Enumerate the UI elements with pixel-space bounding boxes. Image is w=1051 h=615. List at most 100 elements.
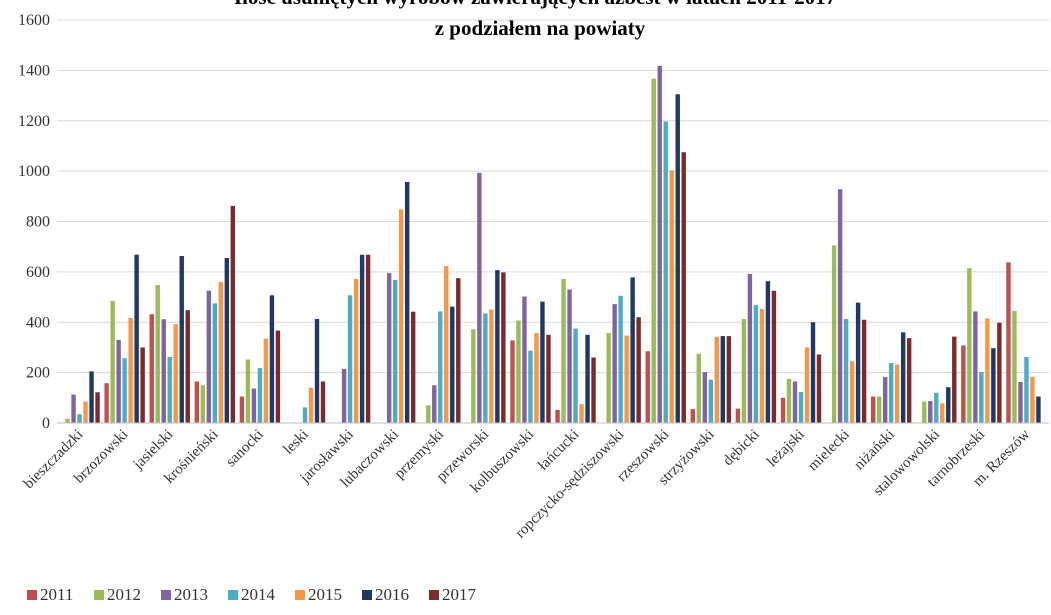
bar-2015-dębicki <box>759 308 765 423</box>
bar-2014-łańcucki <box>573 328 578 423</box>
bar-2013-jarosławski <box>341 368 347 423</box>
legend: 2011 2012 2013 2014 2015 2016 2017 <box>27 585 477 604</box>
bar-2014-niżański <box>888 363 894 423</box>
bar-2017-leski <box>320 381 326 423</box>
bar-2012-kolbuszowski <box>516 320 521 423</box>
bar-2015-niżański <box>894 364 900 423</box>
bar-2015-strzyżowski <box>714 336 720 423</box>
legend-swatch-2016 <box>362 590 372 600</box>
legend-label-2017: 2017 <box>442 585 477 604</box>
bar-2016-tarnobrzeski <box>991 348 996 423</box>
bar-2014-sanocki <box>257 368 263 423</box>
bar-2014-jarosławski <box>347 295 353 423</box>
bar-2017-jarosławski <box>365 254 371 423</box>
bar-2016-sanocki <box>269 295 275 423</box>
bar-2012-łańcucki <box>561 278 566 423</box>
bar-2016-przeworski <box>495 270 500 423</box>
bar-2013-krośnieński <box>206 290 212 423</box>
bar-2013-przeworski <box>477 172 482 423</box>
bar-2012-stalowowolski <box>922 401 927 423</box>
x-tick-label: sanocki <box>223 427 267 471</box>
bar-2016-stalowowolski <box>946 387 951 423</box>
bar-2013-stalowowolski <box>928 401 933 423</box>
y-tick-label: 200 <box>26 365 50 382</box>
y-tick-label: 800 <box>26 214 50 231</box>
bar-2017-kolbuszowski <box>546 334 551 423</box>
legend-swatch-2017 <box>429 590 439 600</box>
bar-2013-bieszczadzki <box>71 394 76 423</box>
bar-2013-strzyżowski <box>702 372 708 423</box>
bar-2016-dębicki <box>765 281 771 423</box>
bar-2015-lubaczowski <box>398 209 404 423</box>
bar-2012-jasielski <box>155 284 160 423</box>
bar-2013-sanocki <box>251 388 257 423</box>
bar-2013-tarnobrzeski <box>973 311 978 423</box>
bar-2011-jasielski <box>149 314 154 423</box>
y-tick-label: 1000 <box>18 163 50 180</box>
bar-2016-jasielski <box>179 256 184 423</box>
bar-2014-lubaczowski <box>392 279 398 423</box>
bars <box>65 65 1041 424</box>
bar-2016-m. Rzeszów <box>1036 396 1041 423</box>
bar-2017-stalowowolski <box>952 336 957 423</box>
bar-2015-leski <box>308 387 314 423</box>
bar-2011-sanocki <box>239 396 245 423</box>
bar-2017-leżajski <box>816 354 822 423</box>
bar-2013-lubaczowski <box>386 273 392 423</box>
bar-2012-bieszczadzki <box>65 418 70 423</box>
bar-2015-przeworski <box>489 309 494 423</box>
bar-2013-ropczycko-sędziszowski <box>612 304 617 423</box>
y-tick-label: 600 <box>26 264 50 281</box>
bar-2017-niżański <box>906 338 912 423</box>
legend-swatch-2011 <box>27 590 37 600</box>
bar-2015-brzozowski <box>128 317 133 423</box>
bar-2011-rzeszowski <box>645 351 650 423</box>
bar-2017-lubaczowski <box>410 311 416 423</box>
bar-2013-przemyski <box>432 385 437 423</box>
bar-2016-ropczycko-sędziszowski <box>630 277 635 423</box>
bar-2017-krośnieński <box>230 205 236 423</box>
bar-2013-łańcucki <box>567 289 572 423</box>
bar-2015-sanocki <box>263 338 269 423</box>
bar-2011-m. Rzeszów <box>1006 262 1011 423</box>
bar-2014-bieszczadzki <box>77 414 82 423</box>
bar-2017-ropczycko-sędziszowski <box>636 317 641 423</box>
bar-2015-krośnieński <box>218 281 224 423</box>
bar-2014-jasielski <box>167 357 172 423</box>
bar-2016-brzozowski <box>134 254 139 423</box>
bar-2014-rzeszowski <box>663 121 668 424</box>
bar-2016-łańcucki <box>585 334 590 423</box>
bar-2015-mielecki <box>849 361 855 423</box>
bar-2012-rzeszowski <box>651 78 656 423</box>
bar-2014-mielecki <box>843 318 849 423</box>
bar-2011-leżajski <box>780 397 786 423</box>
bar-2016-leski <box>314 318 320 423</box>
bar-2011-strzyżowski <box>690 409 696 423</box>
bar-2013-mielecki <box>837 189 843 423</box>
bar-2012-dębicki <box>741 318 747 423</box>
x-tick-label: mielecki <box>805 427 853 475</box>
bar-2013-niżański <box>882 377 888 423</box>
bar-2017-tarnobrzeski <box>997 322 1002 423</box>
bar-2012-mielecki <box>831 245 837 423</box>
x-tick-label: dębicki <box>720 427 763 470</box>
bar-2015-bieszczadzki <box>83 401 88 423</box>
bar-2015-jasielski <box>173 324 178 423</box>
y-tick-label: 400 <box>26 314 50 331</box>
bar-2012-sanocki <box>245 359 251 423</box>
bar-2015-stalowowolski <box>940 403 945 423</box>
bar-2014-ropczycko-sędziszowski <box>618 295 623 423</box>
bar-2016-przemyski <box>450 306 455 423</box>
bar-2014-przeworski <box>483 313 488 423</box>
chart-title: Ilość usuniętych wyrobów zawierających a… <box>234 0 836 40</box>
bar-2011-brzozowski <box>104 383 109 423</box>
legend-swatch-2015 <box>295 590 305 600</box>
chart-title-line-1: Ilość usuniętych wyrobów zawierających a… <box>234 0 836 9</box>
bar-2016-kolbuszowski <box>540 301 545 423</box>
bar-2016-krośnieński <box>224 258 230 423</box>
legend-label-2012: 2012 <box>107 585 141 604</box>
legend-swatch-2013 <box>161 590 171 600</box>
bar-2012-leżajski <box>786 378 792 423</box>
bar-2017-przemyski <box>456 278 461 423</box>
